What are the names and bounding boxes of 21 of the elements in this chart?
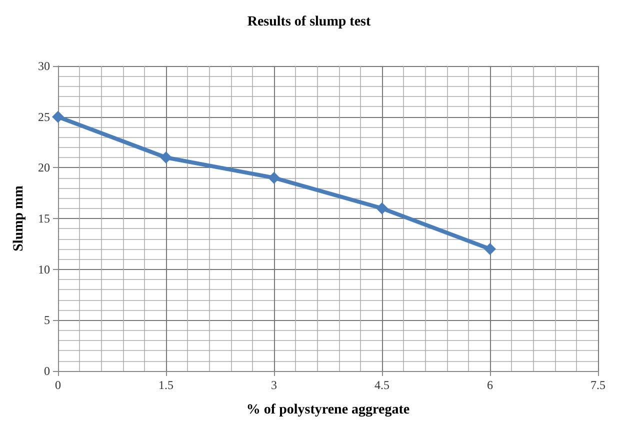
y-tick-label: 5	[44, 313, 50, 328]
y-tick-label: 25	[38, 110, 50, 124]
y-tick-label: 10	[38, 262, 50, 276]
x-tick-label: 0	[55, 378, 61, 392]
x-tick-label: 7.5	[590, 378, 606, 392]
x-tick-label: 6	[487, 378, 493, 392]
y-tick-label: 30	[38, 59, 50, 73]
point	[160, 152, 172, 164]
x-tick-label: 3	[271, 378, 277, 392]
y-axis-title: Slump mm	[12, 185, 26, 252]
x-tick-label: 4.5	[374, 378, 390, 392]
y-tick-label: 15	[38, 212, 50, 226]
point	[376, 202, 388, 214]
point	[52, 110, 64, 123]
y-tick-label: 0	[44, 364, 50, 378]
x-axis-title: % of polystyrene aggregate	[246, 402, 410, 418]
chart-title: Results of slump test	[247, 14, 371, 30]
x-tick-label: 1.5	[158, 378, 174, 392]
point	[268, 172, 280, 184]
point	[484, 243, 496, 255]
y-tick-label: 20	[38, 160, 50, 175]
